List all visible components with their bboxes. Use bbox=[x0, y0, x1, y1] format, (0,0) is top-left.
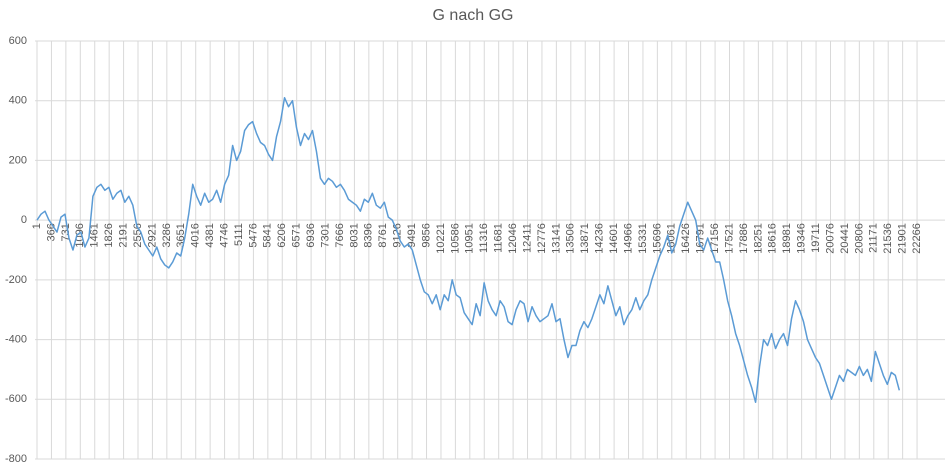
x-tick-label: 6206 bbox=[276, 223, 288, 247]
x-tick-label: 17886 bbox=[738, 223, 750, 254]
x-tick-label: 17521 bbox=[723, 223, 735, 254]
x-tick-label: 6936 bbox=[305, 223, 317, 247]
x-tick-label: 11316 bbox=[478, 223, 490, 253]
x-tick-label: 15696 bbox=[651, 223, 663, 254]
x-tick-label: 14236 bbox=[594, 223, 606, 254]
line-series bbox=[36, 96, 901, 404]
x-tick-label: 366 bbox=[45, 223, 57, 241]
chart-title: G nach GG bbox=[433, 7, 514, 24]
y-tick-label: 200 bbox=[9, 154, 27, 166]
x-tick-label: 22266 bbox=[911, 223, 923, 254]
x-tick-label: 20076 bbox=[824, 223, 836, 254]
x-tick-label: 6571 bbox=[291, 223, 303, 247]
x-tick-label: 15331 bbox=[637, 223, 649, 254]
x-tick-label: 13506 bbox=[565, 223, 577, 254]
x-tick-label: 4381 bbox=[204, 223, 216, 247]
x-tick-label: 9856 bbox=[420, 223, 432, 247]
x-tick-label: 12776 bbox=[536, 223, 548, 254]
x-tick-label: 731 bbox=[60, 223, 72, 241]
x-tick-label: 10221 bbox=[435, 223, 447, 254]
x-tick-label: 12046 bbox=[507, 223, 519, 254]
x-tick-label: 10951 bbox=[464, 223, 476, 254]
x-tick-label: 8031 bbox=[348, 223, 360, 247]
x-tick-label: 16061 bbox=[666, 223, 678, 254]
x-tick-label: 13141 bbox=[550, 223, 562, 254]
y-tick-label: -800 bbox=[5, 453, 27, 465]
y-tick-label: -400 bbox=[5, 333, 27, 345]
x-tick-label: 19711 bbox=[810, 223, 822, 253]
x-tick-label: 5111 bbox=[233, 223, 245, 246]
x-tick-label: 18981 bbox=[781, 223, 793, 254]
x-tick-label: 21536 bbox=[882, 223, 894, 254]
y-tick-label: 0 bbox=[21, 214, 27, 226]
x-tick-label: 8761 bbox=[377, 223, 389, 247]
x-tick-label: 8396 bbox=[363, 223, 375, 247]
x-tick-label: 20806 bbox=[853, 223, 865, 254]
x-tick-label: 5476 bbox=[247, 223, 259, 247]
x-tick-label: 12411 bbox=[521, 223, 533, 253]
x-tick-label: 2556 bbox=[132, 223, 144, 247]
x-tick-label: 14966 bbox=[622, 223, 634, 254]
x-tick-label: 5841 bbox=[262, 223, 274, 247]
x-tick-label: 18251 bbox=[752, 223, 764, 254]
y-tick-label: -200 bbox=[5, 274, 27, 286]
x-tick-label: 1 bbox=[31, 223, 43, 229]
x-tick-label: 17156 bbox=[709, 223, 721, 254]
x-tick-label: 13871 bbox=[579, 223, 591, 254]
y-tick-label: 600 bbox=[9, 35, 27, 47]
x-tick-label: 20441 bbox=[839, 223, 851, 254]
x-tick-label: 2191 bbox=[117, 223, 129, 247]
y-tick-label: 400 bbox=[9, 95, 27, 107]
x-tick-label: 19346 bbox=[796, 223, 808, 254]
x-tick-label: 2921 bbox=[146, 223, 158, 247]
x-tick-label: 11681 bbox=[493, 223, 505, 253]
x-tick-label: 7666 bbox=[334, 223, 346, 247]
x-tick-label: 1461 bbox=[89, 223, 101, 247]
x-tick-label: 10586 bbox=[449, 223, 461, 254]
x-tick-label: 9491 bbox=[406, 223, 418, 247]
x-tick-label: 1826 bbox=[103, 223, 115, 247]
x-tick-label: 21171 bbox=[868, 223, 880, 253]
x-tick-label: 18616 bbox=[767, 223, 779, 254]
x-tick-label: 16426 bbox=[680, 223, 692, 254]
x-tick-label: 3286 bbox=[161, 223, 173, 247]
x-tick-label: 4016 bbox=[190, 223, 202, 247]
x-tick-label: 21901 bbox=[897, 223, 909, 254]
x-tick-label: 4746 bbox=[218, 223, 230, 247]
x-tick-label: 14601 bbox=[608, 223, 620, 254]
x-tick-label: 7301 bbox=[319, 223, 331, 247]
y-tick-label: -600 bbox=[5, 393, 27, 405]
